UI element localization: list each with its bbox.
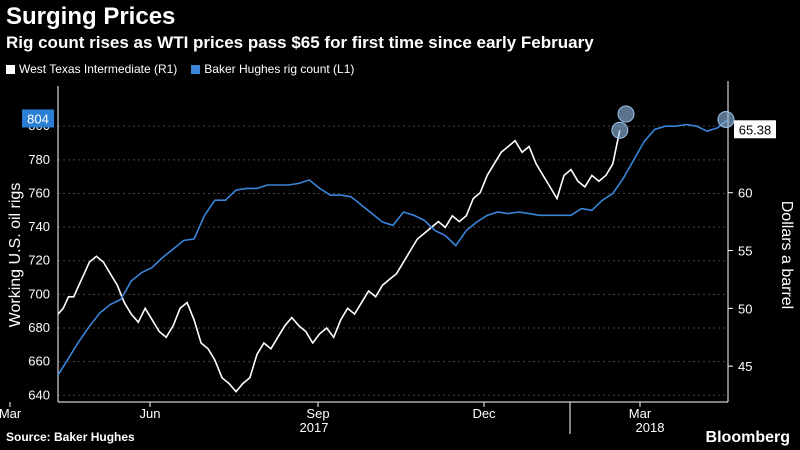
left-axis-title: Working U.S. oil rigs [7,183,24,328]
rig-callout-value: 804 [27,111,49,126]
legend-swatch-wti [6,64,15,74]
right-tick-label: 60 [738,186,752,201]
legend-label-rig: Baker Hughes rig count (L1) [204,62,355,76]
left-tick-label: 660 [28,354,50,369]
left-tick-label: 720 [28,253,50,268]
x-tick-label: Sep [306,406,329,421]
bloomberg-logo: Bloomberg [705,429,790,446]
year-label: 2018 [636,420,665,435]
right-tick-label: 55 [738,244,752,259]
chart-subtitle: Rig count rises as WTI prices pass $65 f… [6,33,594,52]
left-tick-label: 640 [28,387,50,402]
wti-callout-value: 65.38 [739,122,772,137]
x-tick-label: Jun [140,406,161,421]
rig-endpoint-marker [717,110,735,128]
year-label: 2017 [300,420,329,435]
right-axis-title: Dollars a barrel [778,201,795,309]
left-tick-label: 760 [28,185,50,200]
chart-title: Surging Prices [6,3,176,30]
left-tick-label: 780 [28,152,50,167]
series-line-wti [57,130,621,393]
legend-item-rig: Baker Hughes rig count (L1) [191,62,354,76]
left-tick-label: 740 [28,219,50,234]
legend-swatch-rig [191,64,201,74]
right-tick-label: 50 [738,301,752,316]
legend-item-wti: West Texas Intermediate (R1) [6,62,177,76]
wti-peak-marker [617,105,635,123]
wti-endpoint-marker [611,121,629,139]
wti-callout-box [734,120,776,139]
legend-label-wti: West Texas Intermediate (R1) [19,62,178,76]
x-tick-label: Mar [629,406,652,421]
rig-callout-box [22,109,54,128]
right-tick-label: 45 [738,359,752,374]
left-tick-label: 680 [28,320,50,335]
left-tick-label: 700 [28,286,50,301]
source-note: Source: Baker Hughes [6,430,135,444]
legend: West Texas Intermediate (R1) Baker Hughe… [6,62,354,76]
series-line-rig-count [57,118,729,376]
x-tick-label: Dec [472,406,496,421]
x-tick-label: Mar [0,406,22,421]
